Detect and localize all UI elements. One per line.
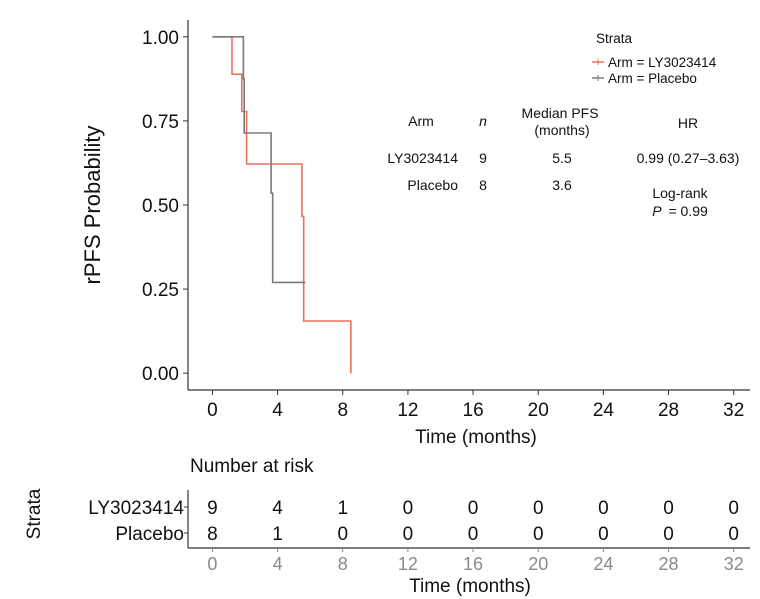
survival-curves: [212, 35, 352, 374]
legend-entry-ly: Arm = LY3023414: [608, 55, 717, 70]
y-tick-label: 0.00: [142, 364, 179, 385]
stats-row-placebo-n: 8: [479, 177, 487, 193]
risk-strata-label: Strata: [24, 488, 45, 539]
risk-x-tick-label: 32: [724, 554, 744, 574]
risk-count: 0: [337, 524, 348, 545]
stats-row-ly-arm: LY3023414: [387, 150, 458, 166]
risk-count: 0: [533, 524, 544, 545]
legend-title: Strata: [596, 31, 633, 46]
curve-ly3023414: [212, 35, 352, 374]
curve-placebo: [212, 35, 306, 284]
risk-table-title: Number at risk: [190, 456, 314, 477]
risk-count: 9: [207, 498, 218, 519]
x-tick-label: 0: [207, 400, 218, 421]
x-tick-label: 20: [528, 400, 549, 421]
risk-x-tick-label: 28: [659, 554, 679, 574]
logrank-p-value: = 0.99: [668, 203, 708, 219]
risk-x-axis-title: Time (months): [409, 576, 531, 597]
risk-count: 8: [207, 524, 218, 545]
risk-count: 0: [598, 498, 609, 519]
risk-count: 0: [403, 524, 414, 545]
main-plot: 0.00 0.25 0.50 0.75 1.00 0 4 8 12 16 20 24 28 32 rPF…: [80, 20, 750, 448]
y-ticks: 0.00 0.25 0.50 0.75 1.00: [142, 28, 188, 385]
x-axis-title: Time (months): [415, 427, 537, 448]
stats-header-arm: Arm: [408, 113, 434, 129]
risk-row-name-ly: LY3023414: [88, 498, 184, 519]
y-axis-title: rPFS Probability: [80, 126, 105, 285]
stats-header-n: n: [479, 113, 487, 129]
x-tick-label: 4: [272, 400, 283, 421]
risk-x-tick-label: 4: [273, 554, 283, 574]
legend-entry-placebo: Arm = Placebo: [608, 71, 697, 86]
risk-count: 1: [337, 498, 348, 519]
x-tick-label: 28: [658, 400, 679, 421]
risk-count: 0: [598, 524, 609, 545]
risk-x-tick-label: 12: [398, 554, 418, 574]
risk-row-name-placebo: Placebo: [115, 524, 184, 545]
x-tick-label: 24: [593, 400, 615, 421]
risk-x-tick-label: 8: [338, 554, 348, 574]
x-tick-label: 12: [397, 400, 418, 421]
logrank-p: P = 0.99: [652, 203, 708, 219]
y-tick-label: 0.75: [142, 112, 179, 133]
legend: Strata Arm = LY3023414 Arm = Placebo: [592, 31, 717, 86]
stats-row-ly-hr: 0.99 (0.27–3.63): [637, 150, 740, 166]
y-tick-label: 0.25: [142, 280, 179, 301]
risk-count: 0: [728, 498, 739, 519]
risk-x-tick-label: 0: [207, 554, 217, 574]
y-tick-label: 0.50: [142, 196, 179, 217]
risk-count: 0: [403, 498, 414, 519]
risk-count: 0: [468, 524, 479, 545]
risk-count: 0: [663, 498, 674, 519]
stats-table: Arm n Median PFS (months) HR LY3023414 9…: [387, 105, 739, 219]
logrank-p-label: P: [652, 203, 662, 219]
risk-count: 0: [468, 498, 479, 519]
stats-header-median-line1: Median PFS: [522, 105, 599, 121]
stats-row-placebo-arm: Placebo: [407, 177, 458, 193]
risk-count: 4: [272, 498, 283, 519]
stats-row-ly-median: 5.5: [552, 150, 572, 166]
risk-x-tick-label: 24: [593, 554, 613, 574]
risk-count: 0: [728, 524, 739, 545]
x-ticks: 0 4 8 12 16 20 24 28 32: [207, 390, 744, 421]
risk-cells: 9 4 1 0 0 0 0 0 0 8 1 0 0 0 0 0 0 0: [207, 498, 739, 545]
stats-row-placebo-median: 3.6: [552, 177, 572, 193]
risk-x-tick-label: 20: [528, 554, 548, 574]
stats-header-median-line2: (months): [534, 122, 589, 138]
risk-x-tick-label: 16: [463, 554, 483, 574]
risk-count: 1: [272, 524, 283, 545]
risk-x-ticks: 0 4 8 12 16 20 24 28 32: [207, 548, 744, 574]
stats-header-median: Median PFS (months): [522, 105, 603, 138]
stats-header-hr: HR: [678, 115, 698, 131]
risk-count: 0: [663, 524, 674, 545]
x-tick-label: 8: [337, 400, 348, 421]
y-tick-label: 1.00: [142, 28, 179, 49]
x-tick-label: 16: [463, 400, 484, 421]
x-tick-label: 32: [723, 400, 744, 421]
risk-table: Number at risk Strata LY3023414 Placebo …: [24, 456, 750, 597]
stats-row-ly-n: 9: [479, 150, 487, 166]
risk-count: 0: [533, 498, 544, 519]
logrank-label: Log-rank: [652, 185, 708, 201]
